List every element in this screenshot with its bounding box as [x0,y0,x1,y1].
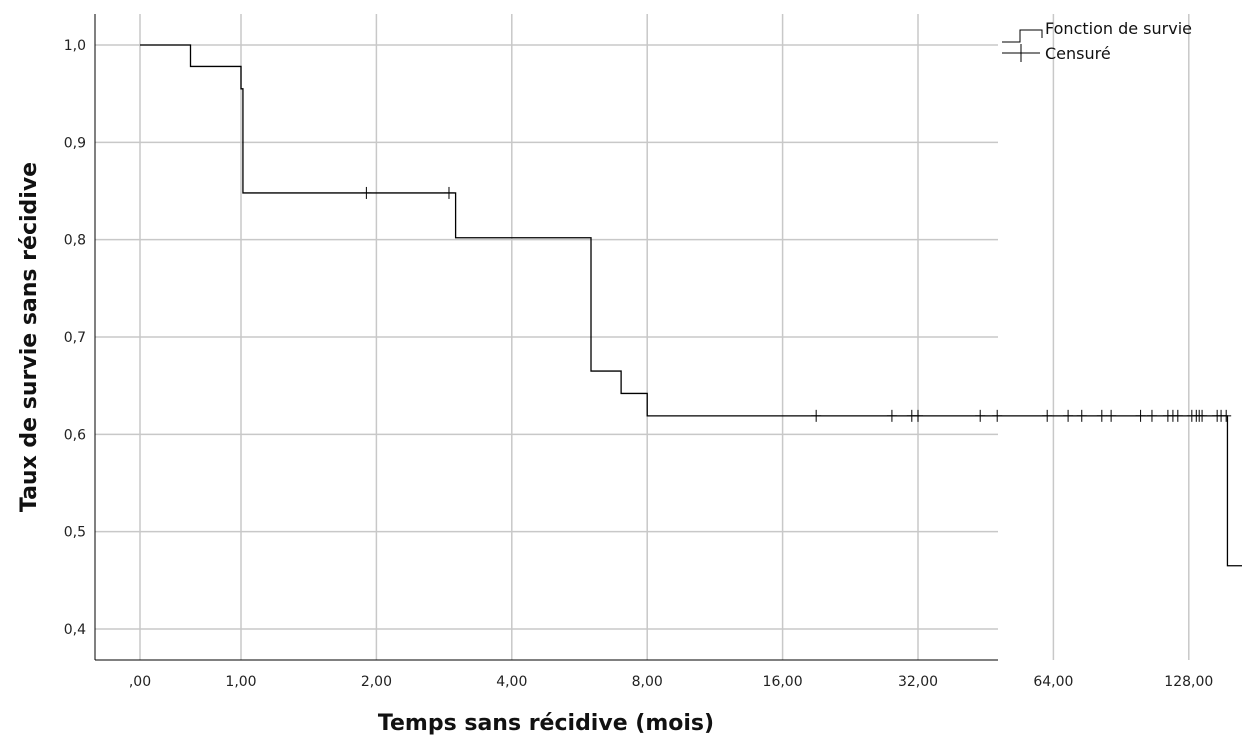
censored-marker [1063,409,1074,422]
x-tick-label: ,00 [129,674,151,690]
censored-marker [975,409,986,422]
y-tick-label: 0,6 [64,427,86,443]
censored-marker [1221,409,1232,422]
censored-marker [1076,409,1087,422]
y-tick-label: 0,9 [64,135,86,151]
censored-marker [1096,409,1107,422]
legend: Fonction de survie Censuré [1002,19,1192,63]
x-tick-label: 4,00 [496,674,527,690]
y-tick-label: 0,5 [64,525,86,541]
censored-marker [361,186,372,199]
x-tick-label: 32,00 [898,674,938,690]
survival-curve-layer [140,44,1242,567]
censored-marker [443,186,454,199]
y-tick-label: 0,4 [64,622,86,638]
censored-marker [811,409,822,422]
legend-plus-icon [1002,44,1040,62]
censored-marker [913,409,923,422]
survival-curve [140,44,1242,567]
y-axis-title: Taux de survie sans récidive [17,162,42,512]
x-axis-title: Temps sans récidive (mois) [378,711,714,736]
x-tick-label: 1,00 [225,674,256,690]
legend-step-icon [1002,29,1043,43]
censored-marker [1197,409,1208,422]
y-tick-label: 0,8 [64,233,86,249]
x-tick-label: 128,00 [1164,674,1213,690]
axes [94,14,998,661]
grid-lines [95,14,1190,660]
x-tick-labels: ,00 1,00 2,00 4,00 8,00 16,00 32,00 64,00 128,00… [129,674,1213,690]
x-tick-label: 64,00 [1033,674,1073,690]
x-tick-label: 16,00 [763,674,803,690]
x-tick-label: 2,00 [361,674,392,690]
censored-marker [1042,409,1053,422]
y-tick-label: 1,0 [64,38,86,54]
censored-marker [1135,409,1146,422]
legend-label-survival: Fonction de survie [1045,19,1192,38]
censored-marker [992,409,1003,422]
censored-marker [1146,409,1157,422]
censored-marker [1106,409,1117,422]
legend-label-censored: Censuré [1045,44,1111,63]
y-tick-labels: 0,4 0,5 0,6 0,7 0,8 0,9 1,0 [64,38,86,638]
x-tick-label: 8,00 [632,674,663,690]
censored-markers [361,186,1232,422]
y-tick-label: 0,7 [64,330,86,346]
censored-marker [1172,409,1183,422]
censored-marker [886,409,897,422]
